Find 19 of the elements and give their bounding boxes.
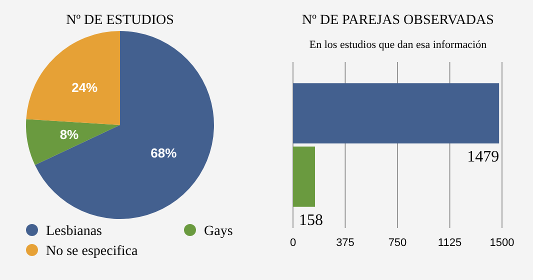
legend-label: No se especifica [46, 244, 139, 259]
chart-subtitle: En los estudios que dan esa información [309, 39, 488, 51]
pie-slice [26, 31, 120, 125]
data-label: 1479 [467, 148, 500, 166]
pie-slice [34, 31, 214, 219]
x-tick-label: 750 [388, 237, 407, 249]
chart-title: Nº DE ESTUDIOS [66, 13, 174, 28]
data-label: 24% [72, 80, 98, 95]
x-tick-label: 1500 [490, 237, 514, 249]
pie-slice [26, 119, 120, 166]
x-tick-label: 1125 [438, 237, 462, 249]
legend-label: Gays [204, 224, 233, 239]
chart-title: Nº DE PAREJAS OBSERVADAS [302, 13, 494, 28]
data-label: 8% [60, 127, 80, 142]
x-tick-label: 0 [290, 237, 296, 249]
x-tick-label: 375 [336, 237, 354, 249]
legend-label: Lesbianas [46, 224, 102, 239]
data-label: 68% [150, 145, 178, 160]
data-label: 158 [299, 212, 323, 229]
